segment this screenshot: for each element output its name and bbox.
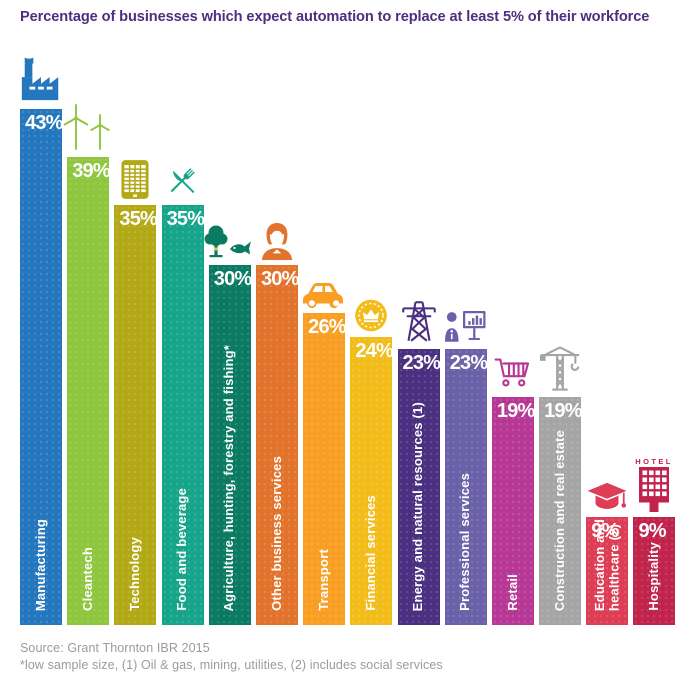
bar-value-label: 23% bbox=[402, 352, 441, 374]
bar-value-label: 35% bbox=[166, 208, 205, 230]
car-icon bbox=[301, 280, 347, 308]
footnotes: *low sample size, (1) Oil & gas, mining,… bbox=[20, 657, 443, 672]
woman-icon bbox=[259, 222, 295, 260]
bar-category: Agriculture, hunting, forestry and fishi… bbox=[209, 345, 251, 611]
bar-category-label: Food and beverage bbox=[174, 488, 190, 611]
bar-category: Professional services bbox=[445, 473, 487, 611]
chart-title: Percentage of businesses which expect au… bbox=[20, 9, 650, 25]
bar-value-label: 26% bbox=[308, 316, 346, 338]
bar-value-label: 43% bbox=[25, 112, 63, 134]
person-presentation-icon bbox=[441, 308, 491, 344]
bar-category: Energy and natural resources (1) bbox=[398, 402, 440, 611]
bar-value-label: 19% bbox=[496, 400, 535, 422]
bar-cleantech: 39% Cleantech bbox=[63, 104, 111, 625]
bar-food-and-beverage: 35% Food and beverage bbox=[161, 168, 205, 625]
bar-category: Technology bbox=[114, 537, 156, 611]
bar-category-label: Construction and real estate bbox=[551, 429, 567, 611]
footer: Source: Grant Thornton IBR 2015 *low sam… bbox=[20, 640, 443, 673]
graduation-cap-icon bbox=[585, 482, 629, 512]
bar-category: Food and beverage bbox=[162, 488, 204, 611]
bar-transport: 26% Transport bbox=[303, 283, 347, 625]
bar-financial-services: 24% Financial services bbox=[350, 299, 394, 625]
svg-text:HOTEL: HOTEL bbox=[636, 457, 673, 466]
bar-category: Other business services bbox=[256, 456, 298, 611]
bar-category-label: Cleantech bbox=[79, 547, 95, 611]
hotel-icon: HOTEL bbox=[634, 456, 674, 512]
bar-value-label: 9% bbox=[591, 520, 619, 542]
bar-category: Transport bbox=[303, 549, 345, 611]
bar-category-label: Education and healthcare (2) bbox=[591, 518, 622, 611]
bar-value-label: 24% bbox=[355, 340, 393, 362]
bar-category-label: Manufacturing bbox=[32, 518, 48, 611]
bar-category-label: Financial services bbox=[363, 495, 379, 611]
bar-chart: 43% Manufacturing 39% Cleantech 35% Tech… bbox=[20, 0, 676, 625]
bar-retail: 19% Retail bbox=[491, 358, 535, 625]
bar-hospitality: HOTEL 9% Hospitality bbox=[633, 457, 676, 625]
bar-category-label: Retail bbox=[504, 574, 520, 611]
bar-category-label: Energy and natural resources (1) bbox=[410, 401, 426, 611]
bar-category: Financial services bbox=[350, 495, 392, 611]
bar-category-label: Technology bbox=[127, 537, 143, 611]
bar-value-label: 30% bbox=[213, 268, 252, 290]
bar-category: Manufacturing bbox=[20, 519, 62, 611]
crane-icon bbox=[537, 345, 583, 392]
factory-icon bbox=[18, 54, 64, 104]
tree-fish-icon bbox=[203, 224, 257, 260]
bar-value-label: 35% bbox=[119, 208, 158, 230]
bar-category-label: Transport bbox=[315, 549, 331, 611]
wind-turbines-icon bbox=[60, 102, 116, 152]
bar-category: Retail bbox=[492, 574, 534, 611]
bar-manufacturing: 43% Manufacturing bbox=[20, 57, 63, 625]
bar-category-label: Other business services bbox=[268, 456, 284, 611]
bar-other-business-services: 30% Other business services bbox=[255, 223, 299, 625]
bar-agriculture-hunting-forestry-and-fishing: 30% Agriculture, hunting, forestry and f… bbox=[204, 225, 252, 625]
bar-professional-services: 23% Professional services bbox=[444, 311, 488, 625]
source-note: Source: Grant Thornton IBR 2015 bbox=[20, 641, 210, 655]
bar-category: Construction and real estate bbox=[539, 430, 581, 611]
coin-crown-icon bbox=[355, 299, 388, 332]
bar-value-label: 19% bbox=[544, 400, 582, 422]
bar-category: Cleantech bbox=[67, 547, 109, 611]
bar-energy-and-natural-resources-1: 23% Energy and natural resources (1) bbox=[397, 301, 441, 625]
bar-category: Education and healthcare (2) bbox=[586, 519, 628, 611]
mobile-phone-icon bbox=[121, 159, 150, 200]
bar-value-label: 9% bbox=[638, 520, 666, 542]
bar-value-label: 30% bbox=[260, 268, 299, 290]
pylon-icon bbox=[398, 299, 440, 344]
fork-knife-icon bbox=[163, 164, 203, 200]
bar-education-and-healthcare-2: 9% Education and healthcare (2) bbox=[586, 482, 629, 625]
bar-category-label: Professional services bbox=[457, 473, 473, 611]
bar-technology: 35% Technology bbox=[114, 160, 158, 625]
shopping-cart-icon bbox=[494, 354, 532, 392]
bar-value-label: 39% bbox=[72, 160, 110, 182]
bar-category-label: Hospitality bbox=[646, 542, 662, 611]
bar-category-label: Agriculture, hunting, forestry and fishi… bbox=[221, 344, 237, 611]
bar-value-label: 23% bbox=[449, 352, 488, 374]
bar-construction-and-real-estate: 19% Construction and real estate bbox=[539, 346, 583, 625]
bar-category: Hospitality bbox=[633, 542, 675, 611]
